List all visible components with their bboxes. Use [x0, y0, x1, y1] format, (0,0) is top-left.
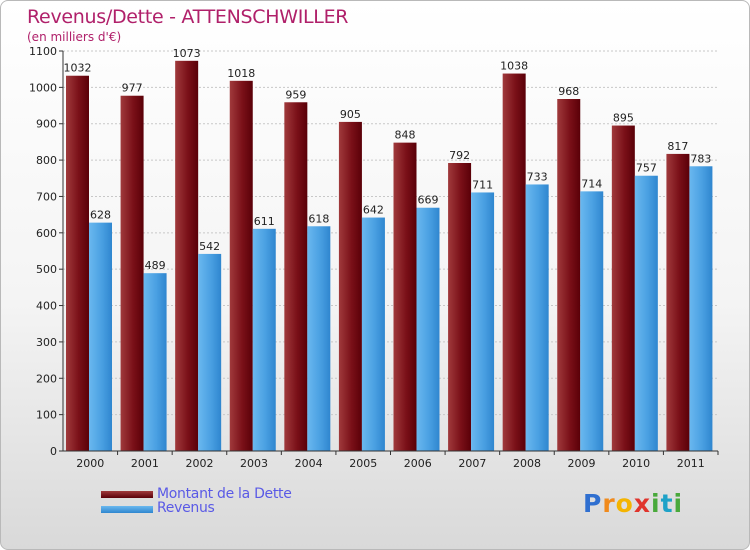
bars: 1032 628 977 489 1073 542 1018 611 959 618 905 642 8… [64, 47, 713, 452]
bar-revenue-2009 [580, 191, 604, 451]
data-label-revenue-2006: 669 [418, 194, 439, 207]
data-label-revenue-2004: 618 [308, 212, 329, 225]
legend-debt-label: Montant de la Dette [157, 486, 292, 502]
x-tick-label: 2001 [131, 457, 159, 470]
y-tick-label: 300 [36, 336, 57, 349]
bar-debt-2005 [338, 121, 362, 451]
data-label-debt-2007: 792 [449, 149, 470, 162]
bar-revenue-2001 [143, 273, 167, 451]
y-tick-label: 800 [36, 154, 57, 167]
bar-revenue-2008 [525, 184, 549, 452]
data-label-revenue-2009: 714 [581, 177, 602, 190]
x-tick-label: 2008 [513, 457, 541, 470]
bar-revenue-2011 [689, 166, 713, 452]
x-tick-label: 2004 [295, 457, 323, 470]
data-label-debt-2009: 968 [558, 85, 579, 98]
bar-revenue-2007 [471, 192, 495, 452]
y-tick-label: 900 [36, 118, 57, 131]
x-tick-label: 2005 [349, 457, 377, 470]
bar-debt-2006 [393, 142, 417, 452]
data-label-debt-2005: 905 [340, 108, 361, 121]
y-tick-label: 100 [36, 409, 57, 422]
y-tick-label: 1100 [29, 45, 57, 58]
legend-revenue-label: Revenus [157, 500, 215, 516]
data-label-debt-2010: 895 [613, 112, 634, 125]
proxiti-logo: Proxiti [583, 489, 683, 518]
bar-debt-2010 [611, 125, 635, 451]
data-label-revenue-2002: 542 [199, 240, 220, 253]
data-label-debt-2001: 977 [122, 82, 143, 95]
data-label-revenue-2001: 489 [145, 259, 166, 272]
data-label-revenue-2005: 642 [363, 204, 384, 217]
data-label-debt-2000: 1032 [64, 62, 92, 75]
y-tick-label: 500 [36, 263, 57, 276]
bar-debt-2011 [666, 153, 690, 451]
x-tick-label: 2000 [76, 457, 104, 470]
bar-debt-2003 [229, 80, 253, 452]
y-tick-label: 1000 [29, 81, 57, 94]
y-tick-label: 200 [36, 372, 57, 385]
data-label-revenue-2011: 783 [690, 152, 711, 165]
logo-letter: r [602, 489, 616, 518]
bar-revenue-2004 [307, 226, 331, 451]
axes: 0 100 200 300 400 500 600 700 800 900 1000 1100 2000… [29, 45, 719, 470]
logo-letter: i [651, 489, 661, 518]
x-tick-label: 2010 [622, 457, 650, 470]
bar-revenue-2002 [198, 253, 222, 451]
data-label-revenue-2000: 628 [90, 209, 111, 222]
bar-revenue-2006 [416, 207, 440, 451]
chart-title: Revenus/Dette - ATTENSCHWILLER [27, 6, 349, 28]
logo-letter: o [615, 489, 634, 518]
bar-debt-2004 [284, 102, 308, 451]
logo-letter: P [583, 489, 603, 518]
bar-revenue-2010 [634, 175, 658, 451]
y-tick-label: 600 [36, 227, 57, 240]
data-label-debt-2008: 1038 [500, 60, 528, 73]
x-tick-label: 2011 [677, 457, 705, 470]
data-label-revenue-2010: 757 [636, 162, 657, 175]
bar-debt-2009 [557, 99, 581, 451]
y-tick-label: 700 [36, 190, 57, 203]
legend-debt-swatch [101, 491, 153, 498]
data-label-debt-2011: 817 [667, 140, 688, 153]
x-tick-label: 2003 [240, 457, 268, 470]
data-label-revenue-2003: 611 [254, 215, 275, 228]
logo-letter: i [673, 489, 684, 518]
data-label-debt-2006: 848 [395, 129, 416, 142]
logo-letter: t [660, 489, 674, 518]
bar-debt-2000 [66, 75, 89, 452]
data-label-debt-2004: 959 [285, 88, 306, 101]
bar-revenue-2003 [252, 228, 276, 451]
bar-debt-2002 [175, 60, 199, 452]
data-label-debt-2003: 1018 [227, 67, 255, 80]
grid-lines [63, 50, 718, 452]
x-tick-label: 2007 [458, 457, 486, 470]
data-label-revenue-2007: 711 [472, 178, 493, 191]
x-tick-label: 2009 [568, 457, 596, 470]
bar-debt-2008 [502, 73, 526, 451]
data-label-debt-2002: 1073 [173, 47, 201, 60]
legend-revenue-swatch [101, 506, 153, 513]
x-tick-label: 2002 [185, 457, 213, 470]
x-tick-label: 2006 [404, 457, 432, 470]
bar-revenue-2005 [361, 217, 385, 451]
bar-debt-2001 [120, 95, 144, 452]
bar-debt-2007 [448, 163, 472, 451]
y-tick-label: 400 [36, 300, 57, 313]
logo-letter: x [633, 489, 651, 518]
data-label-revenue-2008: 733 [527, 170, 548, 183]
bar-revenue-2000 [89, 222, 112, 451]
chart-subtitle: (en milliers d'€) [27, 30, 122, 44]
y-tick-label: 0 [50, 445, 57, 458]
